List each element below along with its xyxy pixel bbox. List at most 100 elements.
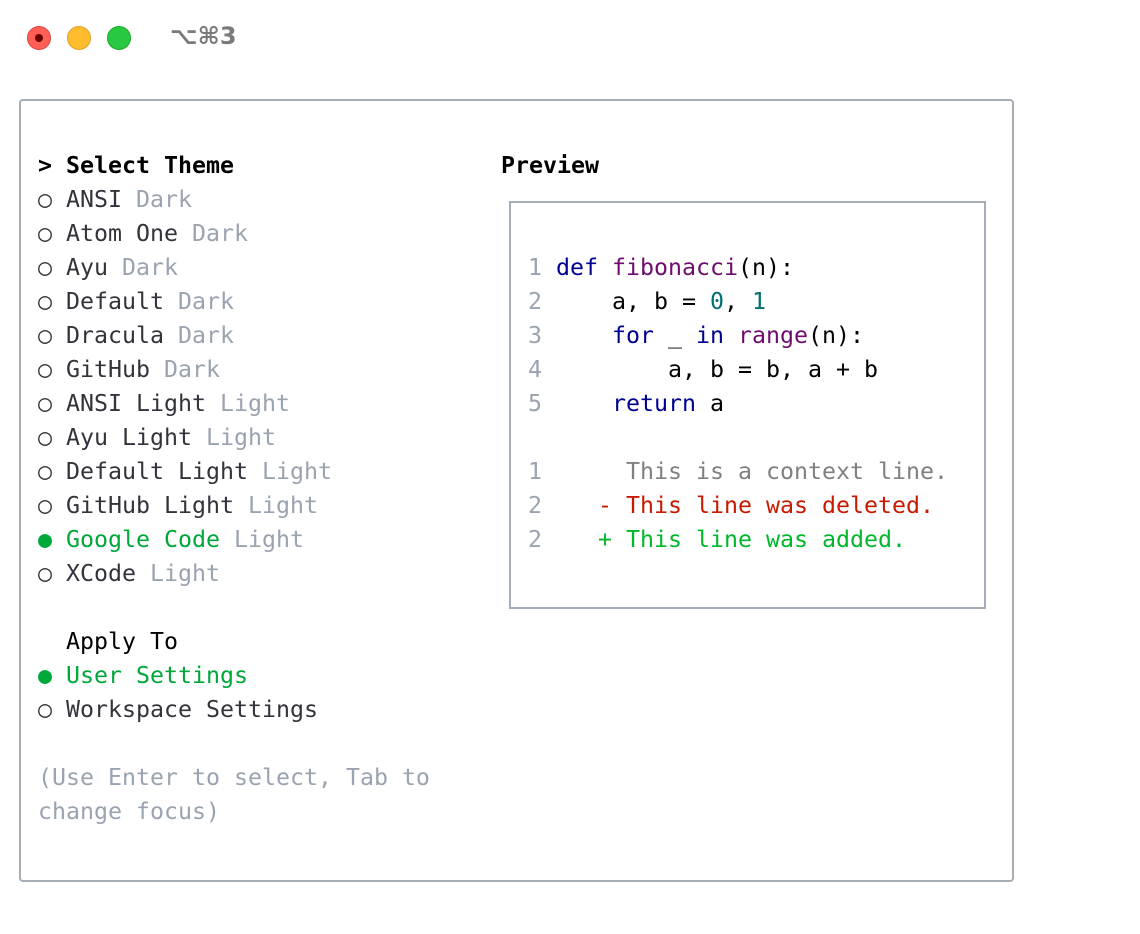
code-text: a <box>696 390 724 417</box>
apply-option[interactable]: ○ Workspace Settings <box>38 693 318 727</box>
line-number: 1 <box>528 458 542 485</box>
theme-option[interactable]: ○ Dracula Dark <box>38 319 234 353</box>
radio-unselected-icon: ○ <box>38 186 52 213</box>
theme-name: Dracula <box>66 322 164 349</box>
theme-option[interactable]: ○ GitHub Dark <box>38 353 220 387</box>
radio-unselected-icon: ○ <box>38 390 52 417</box>
code-text: , <box>723 288 752 315</box>
diff-marker <box>598 458 612 485</box>
theme-name: Atom One <box>66 220 178 247</box>
theme-kind: Dark <box>177 288 234 315</box>
radio-unselected-icon: ○ <box>38 458 52 485</box>
space <box>598 254 612 281</box>
code-line: 4 a, b = b, a + b <box>528 353 878 387</box>
code-line: 5 return a <box>528 387 724 421</box>
code-text <box>556 390 612 417</box>
hint-line-1: (Use Enter to select, Tab to <box>38 764 430 791</box>
theme-option[interactable]: ○ XCode Light <box>38 557 220 591</box>
theme-name: Ayu <box>66 254 108 281</box>
theme-option[interactable]: ○ Default Light Light <box>38 455 332 489</box>
close-indicator-icon <box>35 34 43 42</box>
theme-kind: Dark <box>177 322 234 349</box>
preview-box <box>509 201 986 609</box>
radio-selected-icon: ● <box>38 662 52 689</box>
line-number: 1 <box>528 254 542 281</box>
line-number: 2 <box>528 492 542 519</box>
code-text <box>556 322 612 349</box>
focus-prompt-icon: > <box>38 152 52 179</box>
theme-option[interactable]: ○ ANSI Dark <box>38 183 192 217</box>
close-button[interactable] <box>27 26 51 50</box>
window-title: ⌥⌘3 <box>170 22 237 50</box>
theme-option[interactable]: ○ Atom One Dark <box>38 217 248 251</box>
keyword: in <box>696 322 724 349</box>
line-number: 4 <box>528 356 542 383</box>
code-line: 3 for _ in range(n): <box>528 319 864 353</box>
radio-unselected-icon: ○ <box>38 220 52 247</box>
radio-unselected-icon: ○ <box>38 356 52 383</box>
minimize-button[interactable] <box>67 26 91 50</box>
function-name: fibonacci <box>612 254 738 281</box>
theme-name: GitHub <box>66 356 150 383</box>
theme-kind: Light <box>150 560 220 587</box>
theme-kind: Light <box>261 458 332 485</box>
diff-text: This is a context line. <box>626 458 948 485</box>
line-number: 2 <box>528 288 542 315</box>
code-line: 2 a, b = 0, 1 <box>528 285 766 319</box>
theme-name: Default Light <box>66 458 248 485</box>
diff-line: 2 + This line was added. <box>528 523 906 557</box>
theme-option[interactable]: ○ Ayu Dark <box>38 251 178 285</box>
theme-option[interactable]: ○ GitHub Light Light <box>38 489 318 523</box>
theme-option[interactable]: ○ Ayu Light Light <box>38 421 276 455</box>
select-theme-heading: > Select Theme <box>38 149 234 183</box>
preview-heading: Preview <box>501 152 599 179</box>
code-line: 1 def fibonacci(n): <box>528 251 794 285</box>
apply-option[interactable]: ● User Settings <box>38 659 248 693</box>
theme-dialog <box>19 99 1014 882</box>
function-name: range <box>738 322 808 349</box>
theme-kind: Light <box>219 390 290 417</box>
line-number: 2 <box>528 526 542 553</box>
code-text: a, b = <box>556 288 710 315</box>
radio-selected-icon: ● <box>38 526 52 553</box>
theme-kind: Dark <box>122 254 178 281</box>
line-number: 5 <box>528 390 542 417</box>
radio-unselected-icon: ○ <box>38 696 52 723</box>
theme-name: Default <box>66 288 164 315</box>
radio-unselected-icon: ○ <box>38 254 52 281</box>
code-text: _ <box>654 322 696 349</box>
line-number: 3 <box>528 322 542 349</box>
theme-kind: Light <box>233 526 304 553</box>
code-text: (n): <box>808 322 864 349</box>
keyword: for <box>612 322 654 349</box>
keyword: return <box>612 390 696 417</box>
radio-unselected-icon: ○ <box>38 492 52 519</box>
radio-unselected-icon: ○ <box>38 322 52 349</box>
apply-option-label: Workspace Settings <box>66 696 318 723</box>
radio-unselected-icon: ○ <box>38 560 52 587</box>
keyword: def <box>556 254 598 281</box>
theme-name: XCode <box>66 560 136 587</box>
code-text: a, b = b, a + b <box>556 356 878 383</box>
diff-text: This line was deleted. <box>626 492 934 519</box>
radio-unselected-icon: ○ <box>38 288 52 315</box>
zoom-button[interactable] <box>107 26 131 50</box>
theme-kind: Dark <box>191 220 248 247</box>
theme-name: GitHub Light <box>66 492 234 519</box>
theme-option[interactable]: ○ Default Dark <box>38 285 234 319</box>
number: 1 <box>751 288 766 315</box>
number: 0 <box>709 288 724 315</box>
diff-text: This line was added. <box>626 526 906 553</box>
diff-line: 1 This is a context line. <box>528 455 948 489</box>
theme-kind: Light <box>205 424 276 451</box>
code-text: (n): <box>737 254 794 281</box>
apply-to-heading: Apply To <box>66 628 178 655</box>
theme-option[interactable]: ● Google Code Light <box>38 523 304 557</box>
theme-option[interactable]: ○ ANSI Light Light <box>38 387 290 421</box>
apply-option-label: User Settings <box>66 662 248 689</box>
theme-name: Google Code <box>66 526 220 553</box>
theme-kind: Dark <box>164 356 220 383</box>
theme-name: Ayu Light <box>66 424 192 451</box>
theme-kind: Light <box>247 492 318 519</box>
hint-line-2: change focus) <box>38 798 220 825</box>
